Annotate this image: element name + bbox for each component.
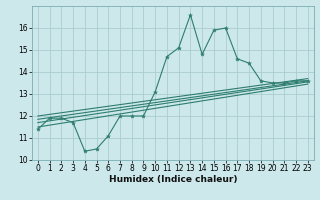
X-axis label: Humidex (Indice chaleur): Humidex (Indice chaleur) (108, 175, 237, 184)
